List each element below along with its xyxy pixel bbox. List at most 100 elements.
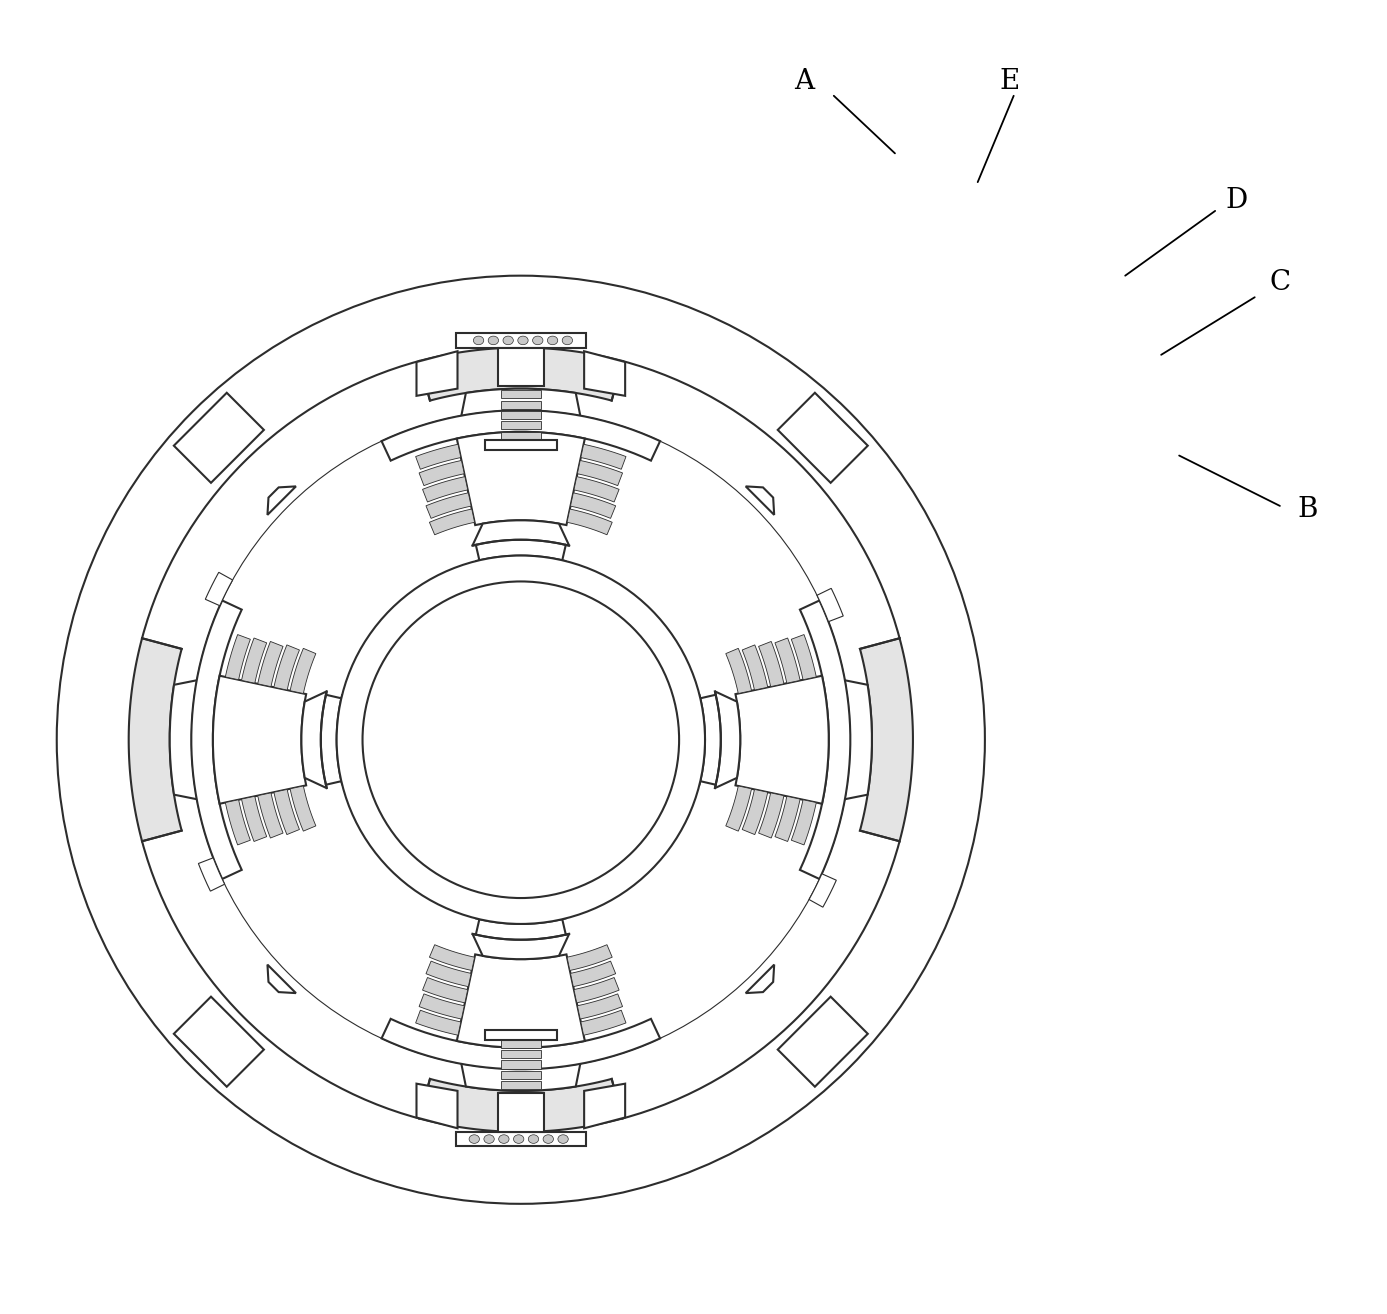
- Ellipse shape: [517, 336, 528, 344]
- Polygon shape: [567, 509, 612, 535]
- Polygon shape: [581, 444, 626, 469]
- Text: C: C: [1269, 269, 1290, 297]
- Polygon shape: [809, 874, 836, 907]
- Ellipse shape: [533, 336, 542, 344]
- Polygon shape: [498, 348, 544, 386]
- Polygon shape: [423, 978, 467, 1003]
- Polygon shape: [584, 1084, 626, 1129]
- Polygon shape: [430, 945, 474, 971]
- Polygon shape: [268, 486, 295, 515]
- Polygon shape: [141, 361, 522, 740]
- Polygon shape: [258, 641, 283, 687]
- Polygon shape: [191, 600, 241, 879]
- Ellipse shape: [513, 1135, 524, 1143]
- Polygon shape: [775, 639, 800, 683]
- Polygon shape: [416, 444, 460, 469]
- Polygon shape: [746, 964, 774, 993]
- Polygon shape: [778, 393, 868, 482]
- Polygon shape: [570, 493, 616, 518]
- Polygon shape: [522, 740, 900, 1118]
- Circle shape: [362, 582, 680, 897]
- Polygon shape: [501, 390, 541, 398]
- Polygon shape: [860, 639, 913, 841]
- Polygon shape: [501, 422, 541, 430]
- Polygon shape: [173, 997, 264, 1087]
- Polygon shape: [725, 786, 752, 832]
- Polygon shape: [501, 431, 541, 440]
- Polygon shape: [473, 934, 569, 959]
- Polygon shape: [778, 997, 868, 1087]
- Polygon shape: [456, 432, 585, 526]
- Polygon shape: [522, 361, 900, 740]
- Polygon shape: [419, 460, 465, 486]
- Polygon shape: [456, 334, 585, 348]
- Ellipse shape: [528, 1135, 538, 1143]
- Polygon shape: [800, 600, 850, 879]
- Polygon shape: [775, 796, 800, 841]
- Polygon shape: [241, 796, 266, 841]
- Polygon shape: [792, 635, 817, 679]
- Ellipse shape: [503, 336, 513, 344]
- Polygon shape: [501, 1039, 541, 1047]
- Polygon shape: [173, 393, 264, 482]
- Polygon shape: [416, 1010, 460, 1035]
- Polygon shape: [416, 1084, 458, 1129]
- Circle shape: [337, 556, 705, 924]
- Polygon shape: [822, 675, 872, 804]
- Polygon shape: [426, 961, 472, 987]
- Polygon shape: [498, 1093, 544, 1131]
- Ellipse shape: [558, 1135, 569, 1143]
- Polygon shape: [735, 675, 828, 804]
- Polygon shape: [225, 635, 250, 679]
- Ellipse shape: [544, 1135, 553, 1143]
- Polygon shape: [419, 348, 623, 401]
- Polygon shape: [759, 792, 784, 838]
- Polygon shape: [725, 648, 752, 694]
- Polygon shape: [268, 964, 295, 993]
- Polygon shape: [501, 401, 541, 409]
- Polygon shape: [290, 786, 316, 832]
- Polygon shape: [456, 1041, 585, 1091]
- Polygon shape: [423, 477, 467, 502]
- Text: A: A: [795, 68, 814, 95]
- Polygon shape: [214, 675, 307, 804]
- Polygon shape: [473, 520, 569, 545]
- Ellipse shape: [473, 336, 484, 344]
- Polygon shape: [501, 1081, 541, 1089]
- Polygon shape: [581, 1010, 626, 1035]
- Polygon shape: [501, 1060, 541, 1068]
- Polygon shape: [570, 961, 616, 987]
- Ellipse shape: [469, 1135, 480, 1143]
- Polygon shape: [759, 641, 784, 687]
- Polygon shape: [198, 858, 225, 891]
- Text: D: D: [1226, 187, 1248, 214]
- Polygon shape: [426, 493, 472, 518]
- Polygon shape: [258, 792, 283, 838]
- Polygon shape: [501, 1050, 541, 1058]
- Polygon shape: [577, 993, 623, 1020]
- Polygon shape: [381, 1018, 660, 1070]
- Polygon shape: [430, 509, 474, 535]
- Polygon shape: [577, 460, 623, 486]
- Ellipse shape: [488, 336, 498, 344]
- Polygon shape: [746, 486, 774, 515]
- Polygon shape: [225, 800, 250, 845]
- Polygon shape: [742, 790, 768, 834]
- Polygon shape: [792, 800, 817, 845]
- Polygon shape: [456, 1131, 585, 1146]
- Polygon shape: [501, 1071, 541, 1079]
- Ellipse shape: [484, 1135, 494, 1143]
- Polygon shape: [501, 411, 541, 419]
- Polygon shape: [574, 477, 619, 502]
- Polygon shape: [742, 645, 768, 690]
- Polygon shape: [584, 351, 626, 396]
- Polygon shape: [273, 645, 300, 690]
- Polygon shape: [419, 1079, 623, 1131]
- Polygon shape: [301, 691, 327, 788]
- Polygon shape: [456, 954, 585, 1047]
- Polygon shape: [574, 978, 619, 1003]
- Ellipse shape: [499, 1135, 509, 1143]
- Polygon shape: [567, 945, 612, 971]
- Polygon shape: [290, 648, 316, 694]
- Polygon shape: [241, 639, 266, 683]
